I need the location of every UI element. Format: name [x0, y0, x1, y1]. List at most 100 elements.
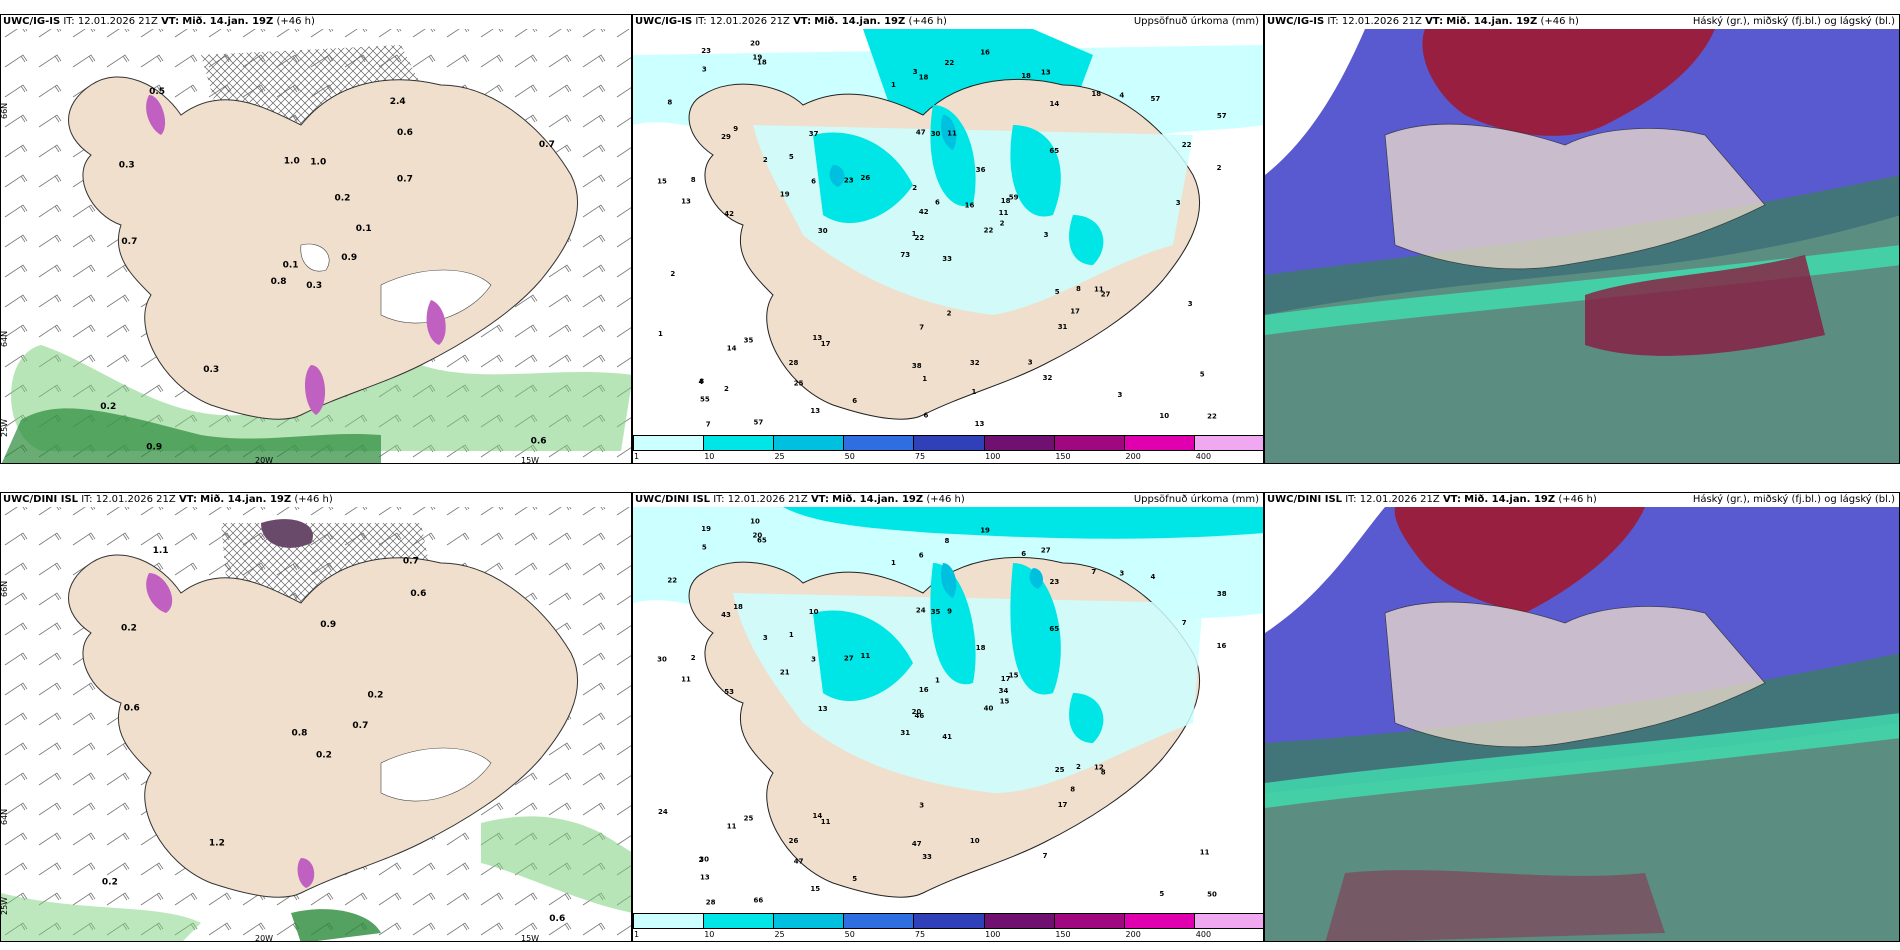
colorbar-tick: 200	[1125, 452, 1141, 461]
value-label: 6	[811, 177, 816, 185]
lat-label: 64N	[1, 809, 9, 825]
value-label: 3	[1044, 231, 1049, 239]
value-label: 0.6	[531, 437, 547, 447]
value-label: 11	[1094, 286, 1104, 294]
precip-moderate-land	[813, 105, 1104, 265]
value-label: 3	[1118, 391, 1123, 399]
value-label: 53	[724, 688, 734, 696]
value-label: 19	[753, 53, 763, 61]
value-label: 33	[922, 853, 932, 861]
colorbar-tick: 1	[634, 930, 640, 939]
precip-moderate-land	[813, 563, 1104, 743]
colorbar-tick: 100	[985, 452, 1001, 461]
value-label: 8	[699, 377, 704, 385]
value-label: 7	[1043, 852, 1048, 860]
value-label: 11	[861, 652, 871, 660]
value-label: 10	[970, 837, 980, 845]
wind-map[interactable]: 66N 64N 20W 15W 25W 0.20.20.80.20.21.20.…	[1, 493, 632, 942]
value-label: 3	[919, 802, 924, 810]
value-label: 35	[931, 608, 941, 616]
value-label: 30	[818, 227, 828, 235]
value-label: 7	[706, 420, 711, 428]
value-label: 3	[1119, 570, 1124, 578]
value-label: 5	[789, 153, 794, 161]
lat-label: 64N	[1, 331, 9, 347]
value-label: 27	[844, 655, 854, 663]
colorbar-tick: 400	[1195, 930, 1212, 939]
cloud-map[interactable]	[1265, 15, 1900, 464]
value-label: 1.0	[284, 156, 300, 166]
wind-value-labels: 0.3 0.3 0.1 0.2 0.1 0.3 2.4 1.0 0.6 0.9 0.5 0.6 0.7 0…	[100, 87, 555, 453]
value-label: 22	[945, 59, 955, 67]
colorbar-tick: 75	[914, 452, 926, 461]
value-label: 19	[701, 525, 711, 533]
value-label: 17	[821, 340, 831, 348]
top-precip-panel: UWC/IG-IS IT: 12.01.2026 21Z VT: Mið. 14…	[632, 14, 1264, 464]
value-label: 42	[724, 210, 734, 218]
value-label: 0.3	[203, 365, 219, 375]
colorbar-tick: 100	[985, 930, 1001, 939]
value-label: 2	[947, 310, 952, 318]
value-label: 17	[1058, 801, 1068, 809]
value-label: 3	[1028, 358, 1033, 366]
value-label: 0.9	[320, 620, 336, 630]
value-label: 22	[1207, 412, 1217, 420]
value-label: 23	[844, 177, 854, 185]
value-label: 28	[789, 359, 799, 367]
value-label: 20	[753, 531, 763, 539]
value-label: 14	[813, 812, 823, 820]
precip-map[interactable]: 3329228181713111422182242577365574736352…	[633, 15, 1264, 435]
value-label: 26	[789, 837, 799, 845]
colorbar-swatch	[984, 914, 1055, 928]
value-label: 4	[1119, 92, 1124, 100]
value-label: 42	[919, 208, 929, 216]
panel-title: UWC/DINI ISL IT: 12.01.2026 21Z VT: Mið.…	[635, 494, 965, 505]
colorbar-tick: 150	[1055, 452, 1071, 461]
value-label: 0.2	[121, 624, 137, 634]
panel-title: UWC/IG-IS IT: 12.01.2026 21Z VT: Mið. 14…	[3, 16, 315, 27]
value-label: 18	[733, 603, 743, 611]
value-label: 22	[1182, 141, 1192, 149]
top-cloud-panel: UWC/IG-IS IT: 12.01.2026 21Z VT: Mið. 14…	[1264, 14, 1900, 464]
value-label: 0.3	[119, 161, 135, 171]
value-label: 22	[667, 577, 677, 585]
value-label: 11	[727, 822, 737, 830]
value-label: 30	[657, 656, 667, 664]
value-label: 11	[821, 818, 831, 826]
value-label: 18	[1001, 197, 1011, 205]
colorbar-swatch	[1124, 436, 1195, 450]
cloud-map[interactable]	[1265, 493, 1900, 942]
lon-label: 15W	[521, 934, 539, 942]
precip-cell	[304, 365, 326, 415]
value-label: 50	[1207, 890, 1217, 898]
lon-label: 20W	[255, 456, 273, 464]
colorbar-swatch	[914, 436, 985, 450]
panel-subtitle: Uppsöfnuð úrkoma (mm)	[1133, 494, 1259, 505]
value-label: 5	[1055, 288, 1060, 296]
precip-area	[481, 816, 631, 913]
value-label: 0.2	[316, 750, 332, 760]
colorbar-tick: 10	[704, 930, 715, 939]
value-label: 31	[900, 729, 910, 737]
colorbar	[633, 913, 1263, 929]
value-label: 0.9	[146, 443, 162, 453]
low-cloud	[1265, 653, 1899, 941]
value-label: 1.2	[209, 839, 225, 849]
top-wind-panel: UWC/IG-IS IT: 12.01.2026 21Z VT: Mið. 14…	[0, 14, 632, 464]
colorbar-swatch	[634, 914, 705, 928]
value-label: 13	[810, 407, 820, 415]
colorbar-tick: 50	[844, 452, 855, 461]
wind-value-labels: 0.2 0.2 0.8 0.2 0.2 1.2 0.7 0.9 0.6 0.7 1.1 0.6 0.6	[102, 546, 565, 924]
colorbar-ticks: 1 10 25 50 75 100 150 200 400	[633, 930, 1263, 941]
wind-map[interactable]: 66N 64N 20W 15W 25W 0.3 0.3 0.1 0.2 0.1 0.3 2.…	[1, 15, 632, 464]
precip-map[interactable]: 4143463017112792340655053383165662418251…	[633, 493, 1264, 913]
value-label: 6	[919, 552, 924, 560]
precip-cell	[426, 300, 446, 345]
value-label: 1	[891, 81, 896, 89]
value-label: 29	[721, 133, 731, 141]
colorbar-swatch	[1054, 914, 1125, 928]
precip-area	[1, 893, 201, 941]
precip-value-labels: 4143463017112792340655053383165662418251…	[657, 517, 1227, 906]
colorbar-swatch	[704, 436, 775, 450]
value-label: 1.0	[310, 157, 326, 167]
